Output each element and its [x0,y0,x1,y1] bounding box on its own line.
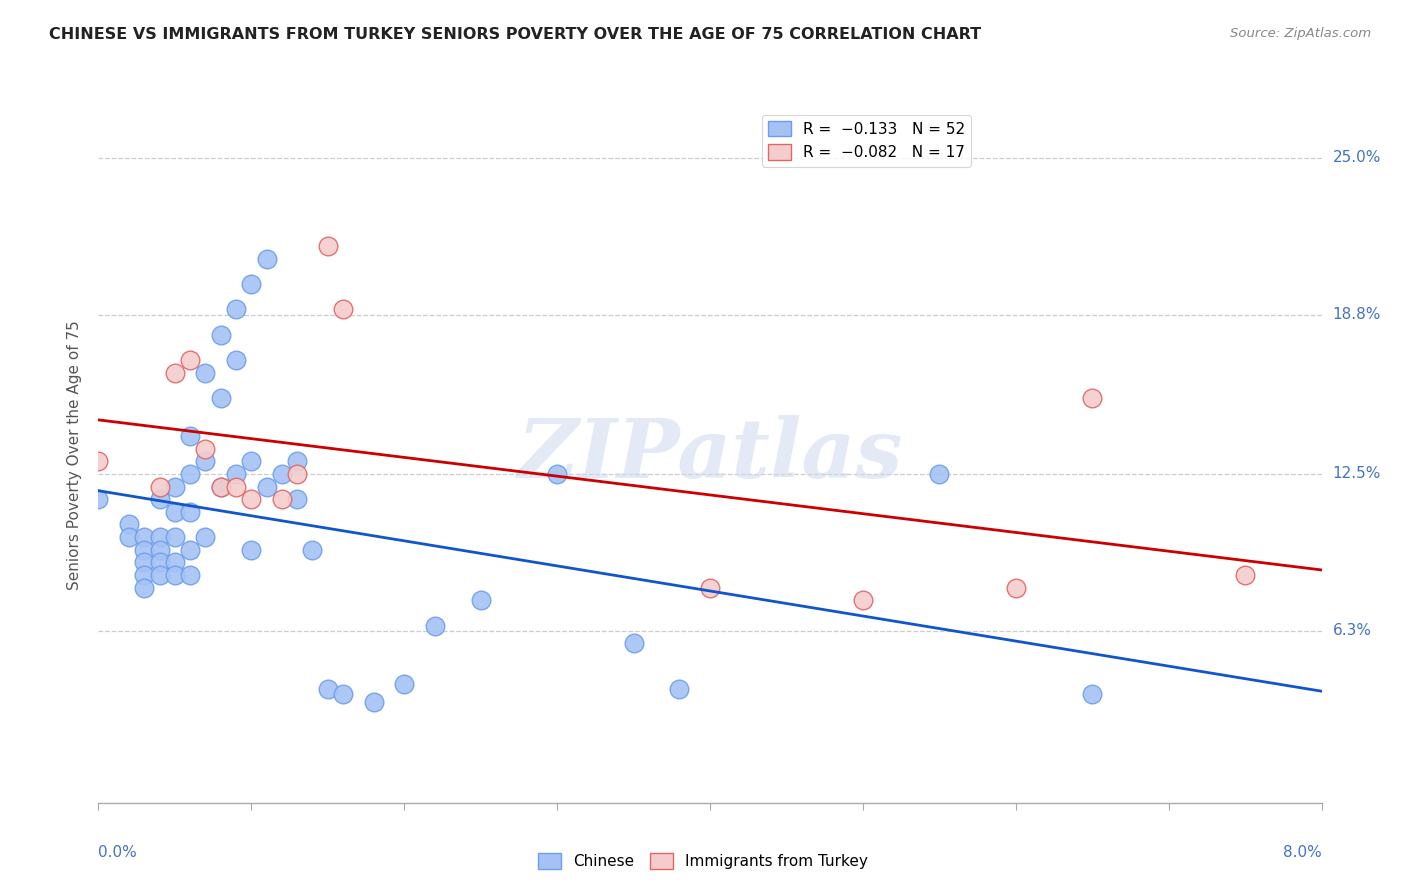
Point [240,454,263,468]
Point [149,530,172,544]
Point [163,505,186,519]
Point [225,353,247,368]
Point [87,492,110,507]
Point [1081,687,1104,701]
Point [134,542,156,557]
Point [256,479,278,493]
Point [194,366,217,380]
Point [225,479,247,493]
Point [179,568,201,582]
Point [392,677,416,691]
Point [179,467,201,481]
Text: ZIPatlas: ZIPatlas [517,415,903,495]
Point [209,391,232,405]
Point [149,492,172,507]
Point [225,302,247,317]
Point [163,366,186,380]
Point [285,467,308,481]
Point [209,327,232,342]
Point [546,467,568,481]
Point [149,542,172,557]
Point [179,505,201,519]
Legend: R =  −0.133   N = 52, R =  −0.082   N = 17: R = −0.133 N = 52, R = −0.082 N = 17 [762,115,972,167]
Point [1004,581,1026,595]
Point [163,530,186,544]
Text: 18.8%: 18.8% [1333,307,1381,322]
Text: CHINESE VS IMMIGRANTS FROM TURKEY SENIORS POVERTY OVER THE AGE OF 75 CORRELATION: CHINESE VS IMMIGRANTS FROM TURKEY SENIOR… [49,27,981,42]
Text: Source: ZipAtlas.com: Source: ZipAtlas.com [1230,27,1371,40]
Point [316,681,339,696]
Point [149,568,172,582]
Text: 6.3%: 6.3% [1333,624,1372,639]
Point [270,492,294,507]
Point [316,239,339,253]
Point [87,454,110,468]
Point [270,467,294,481]
Point [163,556,186,570]
Point [1081,391,1104,405]
Point [209,479,232,493]
Point [179,542,201,557]
Point [118,530,141,544]
Point [149,479,172,493]
Point [928,467,950,481]
Point [134,581,156,595]
Point [470,593,492,607]
Point [240,492,263,507]
Point [332,302,354,317]
Point [301,542,323,557]
Point [423,618,446,632]
Text: 25.0%: 25.0% [1333,150,1381,165]
Point [240,277,263,292]
Point [240,542,263,557]
Point [118,517,141,532]
Point [179,353,201,368]
Point [852,593,875,607]
Point [194,454,217,468]
Point [256,252,278,266]
Text: 12.5%: 12.5% [1333,467,1381,482]
Point [134,568,156,582]
Point [363,695,385,709]
Point [194,530,217,544]
Point [163,479,186,493]
Point [285,492,308,507]
Point [163,568,186,582]
Point [149,556,172,570]
Point [668,681,690,696]
Y-axis label: Seniors Poverty Over the Age of 75: Seniors Poverty Over the Age of 75 [66,320,82,590]
Point [134,530,156,544]
Point [623,636,645,650]
Text: 8.0%: 8.0% [1282,845,1322,860]
Point [699,581,721,595]
Point [179,429,201,443]
Point [285,454,308,468]
Point [1234,568,1257,582]
Point [194,442,217,456]
Point [225,467,247,481]
Point [332,687,354,701]
Point [209,479,232,493]
Text: 0.0%: 0.0% [98,845,138,860]
Legend: Chinese, Immigrants from Turkey: Chinese, Immigrants from Turkey [531,847,875,875]
Point [134,556,156,570]
